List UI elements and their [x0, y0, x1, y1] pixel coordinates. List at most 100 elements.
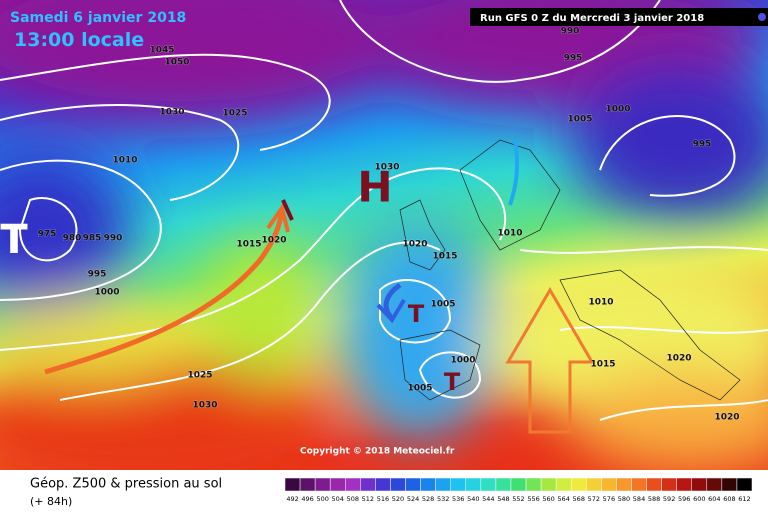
pressure-label: 1030 [159, 108, 184, 118]
scale-label: 608 [723, 495, 735, 503]
pressure-label: 1030 [374, 163, 399, 173]
pressure-label: 995 [88, 270, 107, 280]
scale-label: 592 [663, 495, 675, 503]
scale-cell [631, 477, 647, 492]
scale-cell [435, 477, 451, 492]
legend-title: Géop. Z500 & pression au sol [30, 477, 222, 492]
scale-label: 524 [407, 495, 419, 503]
pressure-label: 1005 [567, 115, 592, 125]
scale-label: 560 [542, 495, 554, 503]
scale-label: 540 [467, 495, 479, 503]
pressure-label: 1050 [164, 58, 189, 68]
scale-cell [420, 477, 436, 492]
scale-cell [299, 477, 316, 492]
scale-cell [691, 477, 708, 492]
pressure-label: 1015 [432, 252, 457, 262]
pressure-label: 1005 [407, 384, 432, 394]
lead-time: (+ 84h) [30, 495, 72, 508]
scale-cell [465, 477, 482, 492]
scale-label: 612 [738, 495, 750, 503]
pressure-label: 1015 [236, 240, 261, 250]
scale-cell [586, 477, 602, 492]
low-symbol: T [408, 300, 425, 328]
pressure-label: 1045 [149, 46, 174, 56]
pressure-label: 1015 [590, 360, 615, 370]
scale-cell [706, 477, 723, 492]
date: Samedi 6 janvier 2018 [10, 10, 186, 26]
scale-cell [525, 477, 542, 492]
scale-cell [570, 477, 587, 492]
scale-label: 572 [588, 495, 600, 503]
scale-label: 564 [557, 495, 569, 503]
scale-label: 568 [573, 495, 585, 503]
pressure-label: 980 [63, 234, 82, 244]
pressure-label: 1020 [402, 240, 427, 250]
scale-label: 528 [422, 495, 434, 503]
scale-cell [676, 477, 692, 492]
scale-label: 544 [482, 495, 494, 503]
color-scale: 492 496 500 504 508 512 516 520 524 528 532 536 540 5… [284, 477, 753, 503]
scale-label: 604 [708, 495, 720, 503]
scale-cell [721, 477, 738, 492]
low-symbol: T [444, 368, 461, 396]
pressure-label: 1020 [261, 236, 286, 246]
pressure-label: 1025 [222, 109, 247, 119]
scale-label: 600 [693, 495, 705, 503]
scale-label: 584 [633, 495, 645, 503]
pressure-label: 1005 [430, 300, 455, 310]
scale-cell [450, 477, 467, 492]
scale-label: 500 [316, 495, 328, 503]
scale-cell [540, 477, 557, 492]
scale-cell [390, 477, 406, 492]
run-info: Run GFS 0 Z du Mercredi 3 janvier 2018 [480, 13, 704, 24]
low-symbol: T [0, 217, 28, 263]
scale-cell [601, 477, 617, 492]
pressure-label: 1000 [605, 105, 630, 115]
scale-label: 596 [678, 495, 690, 503]
scale-label: 508 [347, 495, 359, 503]
scale-label: 576 [603, 495, 615, 503]
pressure-label: 1000 [94, 288, 119, 298]
field [0, 0, 768, 500]
pressure-label: 1025 [187, 371, 212, 381]
scale-label: 532 [437, 495, 449, 503]
pressure-label: 1010 [588, 298, 613, 308]
scale-cell [736, 477, 753, 492]
scale-label: 556 [527, 495, 539, 503]
high-symbol: H [357, 163, 392, 212]
scale-cell [314, 477, 331, 492]
pressure-label: 990 [561, 27, 580, 37]
scale-label: 520 [392, 495, 404, 503]
scale-cell [375, 477, 391, 492]
scale-cell [480, 477, 497, 492]
scale-cell [360, 477, 376, 492]
pressure-label: 995 [564, 54, 583, 64]
scale-label: 504 [332, 495, 344, 503]
pressure-label: 1030 [192, 401, 217, 411]
scale-cell [345, 477, 361, 492]
scale-label: 548 [497, 495, 509, 503]
scale-cell [405, 477, 421, 492]
pressure-label: 1010 [112, 156, 137, 166]
local-time: 13:00 locale [14, 29, 144, 51]
scale-cell [646, 477, 662, 492]
scale-label: 536 [452, 495, 464, 503]
scale-label: 512 [362, 495, 374, 503]
scale-cell [329, 477, 346, 492]
pressure-label: 1020 [714, 413, 739, 423]
scale-label: 588 [648, 495, 660, 503]
pressure-label: 1020 [666, 354, 691, 364]
run-dot [758, 13, 766, 21]
run-box [470, 8, 768, 26]
pressure-label: 995 [693, 140, 712, 150]
scale-label: 580 [618, 495, 630, 503]
pressure-label: 975 [38, 230, 57, 240]
pressure-label: 985 [83, 234, 102, 244]
scale-label: 492 [286, 495, 298, 503]
pressure-label: 990 [104, 234, 123, 244]
pressure-label: 1010 [497, 229, 522, 239]
scale-cell [495, 477, 512, 492]
pressure-label: 1000 [450, 356, 475, 366]
copyright: Copyright © 2018 Meteociel.fr [300, 447, 455, 457]
scale-cell [510, 477, 527, 492]
